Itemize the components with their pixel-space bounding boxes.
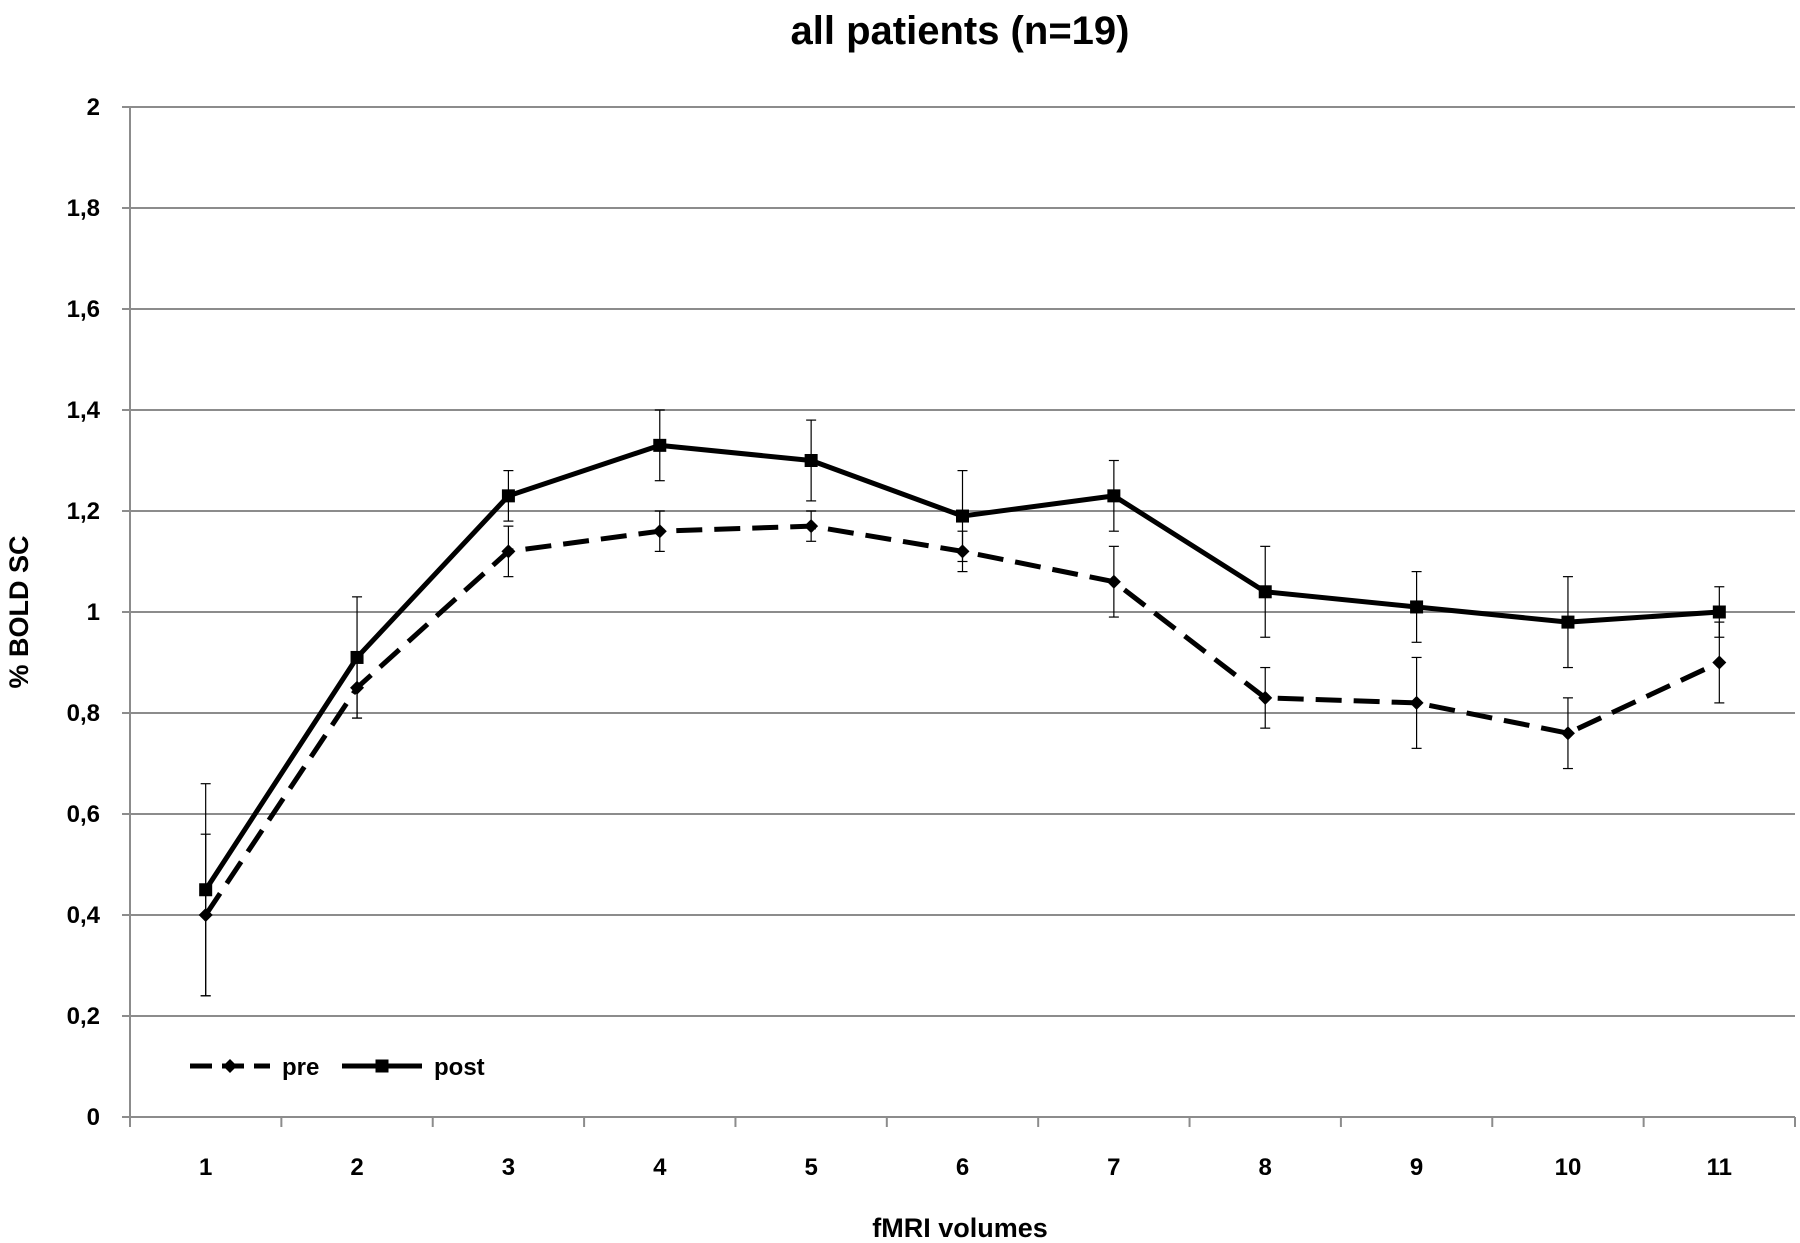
x-tick-label: 4 <box>653 1154 667 1181</box>
y-tick-label: 0 <box>87 1104 100 1131</box>
square-marker <box>1107 489 1121 503</box>
diamond-marker <box>223 1059 237 1073</box>
series-line <box>203 523 1721 917</box>
legend-label: post <box>434 1054 485 1081</box>
y-tick-label: 2 <box>87 94 100 121</box>
square-marker <box>1561 615 1575 629</box>
diamond-marker <box>1258 690 1273 705</box>
square-marker <box>804 454 818 467</box>
x-tick-label: 8 <box>1259 1154 1272 1181</box>
diamond-marker <box>1106 574 1121 589</box>
diamond-marker <box>1409 695 1424 710</box>
y-tick-label: 1,2 <box>67 498 100 525</box>
legend-label: pre <box>282 1054 319 1081</box>
diamond-marker <box>652 524 667 539</box>
square-marker <box>501 489 515 503</box>
y-tick-label: 1,6 <box>67 296 100 323</box>
x-tick-label: 3 <box>502 1154 515 1181</box>
legend: pre post <box>190 1054 485 1081</box>
y-tick-label: 0,2 <box>67 1003 100 1030</box>
square-marker <box>199 883 213 897</box>
diamond-marker <box>804 519 819 534</box>
x-tick-label: 10 <box>1555 1154 1582 1181</box>
legend-item-post: post <box>342 1054 485 1081</box>
legend-item-pre: pre <box>190 1054 319 1081</box>
diamond-marker <box>1560 726 1575 741</box>
data-series <box>198 409 1727 997</box>
square-marker <box>1258 585 1272 599</box>
x-tick-labels: 1 2 3 4 5 6 7 8 9 10 11 <box>199 1154 1732 1181</box>
x-tick-label: 2 <box>350 1154 363 1181</box>
y-tick-label: 1 <box>87 599 100 626</box>
y-axis-label: % BOLD SC <box>4 535 34 688</box>
chart-title: all patients (n=19) <box>791 9 1130 53</box>
x-tick-label: 5 <box>804 1154 817 1181</box>
x-axis-label: fMRI volumes <box>872 1213 1048 1243</box>
diamond-marker <box>501 544 516 559</box>
x-tick-label: 11 <box>1707 1154 1732 1181</box>
square-marker <box>375 1059 389 1073</box>
y-tick-label: 0,6 <box>67 801 100 828</box>
x-tick-label: 1 <box>199 1154 212 1181</box>
y-tick-label: 1,4 <box>67 397 101 424</box>
x-tick-label: 9 <box>1410 1154 1423 1181</box>
x-tick-label: 6 <box>956 1154 969 1181</box>
y-tick-labels: 0 0,2 0,4 0,6 0,8 1 1,2 1,4 1,6 1,8 2 <box>67 94 101 1131</box>
axes <box>122 106 1796 1127</box>
series-post <box>199 409 1726 997</box>
square-marker <box>1410 600 1424 614</box>
y-tick-label: 0,4 <box>67 902 101 929</box>
y-tick-label: 0,8 <box>67 700 100 727</box>
square-marker <box>350 650 364 664</box>
square-marker <box>956 509 969 523</box>
x-tick-label: 7 <box>1107 1154 1120 1181</box>
square-marker <box>653 438 667 452</box>
diamond-marker <box>1712 655 1727 670</box>
square-marker <box>1712 605 1726 619</box>
y-tick-label: 1,8 <box>67 195 100 222</box>
